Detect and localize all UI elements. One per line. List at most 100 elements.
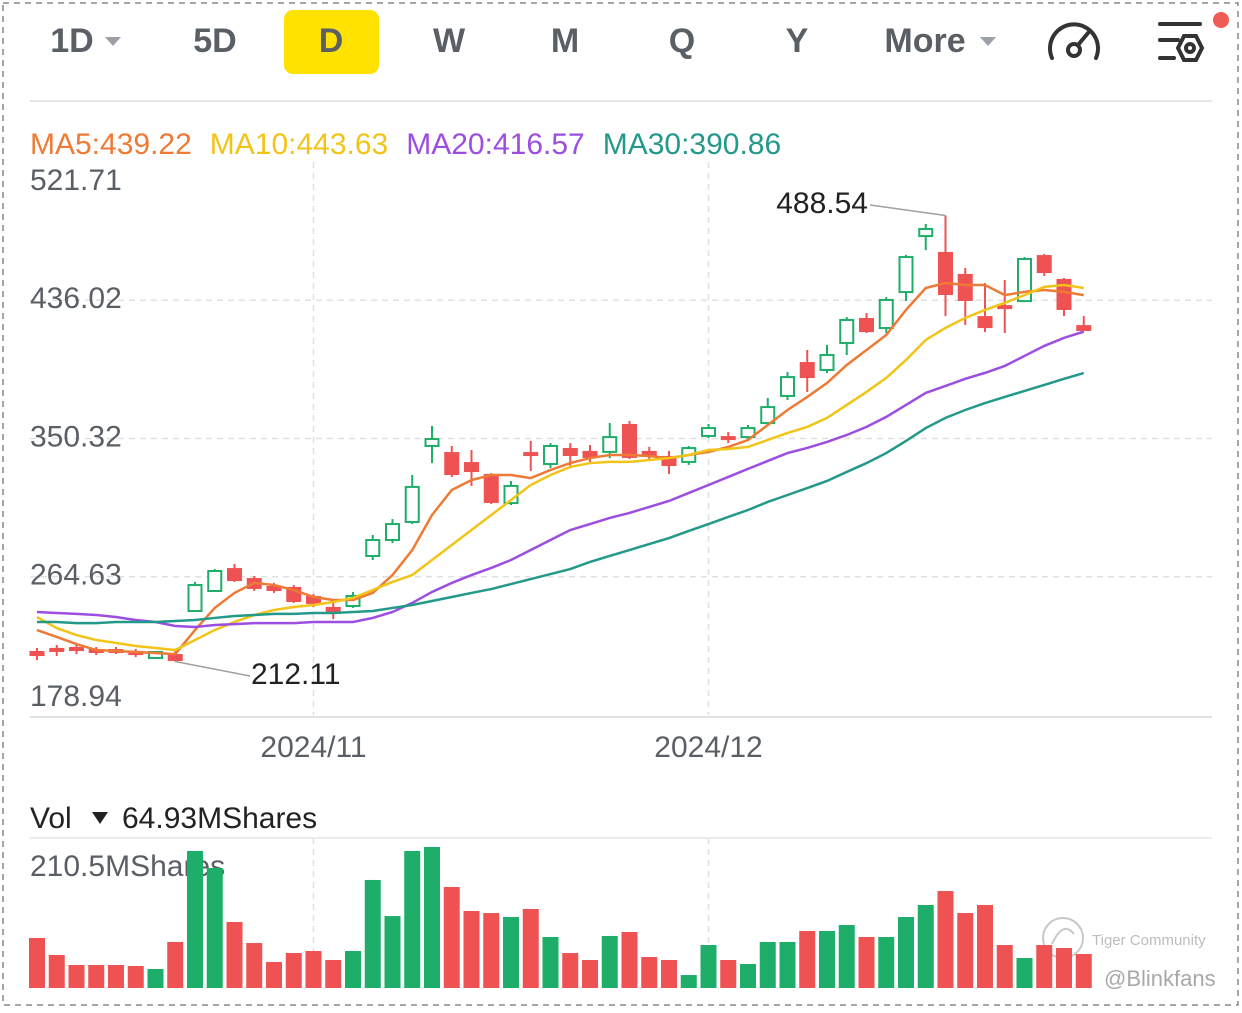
volume-bar [424,846,440,988]
volume-bar [937,891,954,988]
tab[interactable]: 5D [193,22,236,60]
volume-bar [858,936,875,988]
high-annotation: 488.54 [776,187,868,220]
candle-body [464,462,479,472]
volume-bar [167,941,184,988]
logo-mark [1051,927,1075,945]
tab-highlight [284,10,379,74]
vol-current: 64.93MShares [122,802,317,835]
indicator-icon[interactable] [1048,22,1100,60]
y-tick-label: 521.71 [30,164,122,197]
volume-bar [88,964,105,988]
volume-bar [108,964,124,988]
watermark-brand: Tiger Community [1092,932,1206,949]
ma-line [36,281,1084,656]
volume-bar [700,945,717,988]
volume-bar [977,904,993,988]
volume-bar [285,953,302,988]
tab[interactable]: Y [786,22,809,60]
volume-bar [720,959,737,988]
candle-body [29,650,45,657]
volume-bar [246,943,263,988]
volume-bar [443,887,460,988]
settings-icon[interactable] [1158,22,1205,62]
volume-bar [1016,958,1033,988]
candle-body [622,423,637,458]
candle-body [701,427,716,437]
candle-body [898,256,914,294]
volume-bar [759,941,776,988]
candle-body [266,585,282,592]
settings-gear [1175,34,1205,62]
low-leader [175,660,251,677]
volume-bar [819,930,835,988]
tab[interactable]: D [319,22,344,60]
volume-bar [503,917,519,988]
notification-dot [1213,12,1229,28]
volume-bar [147,968,164,988]
volume-bar [364,879,381,988]
vol-title: Vol [30,802,72,835]
volume-bar [562,953,579,988]
low-annotation: 212.11 [251,658,341,691]
volume-bar [601,935,618,988]
volume-bar [305,951,322,988]
candle-body [780,376,795,397]
candle-body [483,474,499,503]
volume-bar [661,959,677,988]
tab[interactable]: W [433,22,466,60]
volume-bar [68,964,85,988]
dropdown-arrow [105,37,121,46]
volume-bar [29,937,45,988]
candle-body [424,438,440,447]
candle-body [523,452,539,457]
candle-body [385,523,400,542]
watermark-user: @Blinkfans [1104,966,1216,991]
candle-body [878,298,894,330]
tab[interactable]: Q [669,22,695,60]
y-tick-label: 350.32 [30,420,122,453]
volume-bar [522,908,539,988]
volume-bar [1036,945,1053,988]
volume-bar [799,930,816,988]
dropdown-arrow [980,37,996,46]
candle-body [1036,255,1052,274]
volume-bar [1056,948,1072,988]
candle-body [167,654,183,662]
ma-line [36,330,1085,629]
legend-entry: MA20:416.57 [406,128,584,161]
candle-body [365,539,381,557]
tab[interactable]: M [551,22,579,60]
volume-bar [641,957,658,988]
volume-bar [127,965,144,988]
candle-body [325,606,341,613]
volume-bar [187,850,203,988]
y-tick-label: 178.94 [30,680,122,713]
tab[interactable]: More [884,22,965,60]
tab[interactable]: 1D [50,22,93,60]
candle-body [859,317,874,333]
candle-body [562,448,578,456]
volume-bar [206,868,223,988]
volume-bar [838,925,855,988]
candle-body [760,406,776,425]
candle-body [187,584,203,613]
candle-body [444,452,460,476]
candle-body [799,362,815,379]
volume-bar [996,945,1013,988]
candle-body [720,436,736,441]
candle-body [543,444,558,466]
legend-entry: MA5:439.22 [30,128,192,161]
volume-bar [542,936,559,988]
candle-body [819,353,835,371]
volume-bar [917,904,934,988]
candle-body [839,318,855,345]
candle-body [227,568,242,582]
vol-dropdown-arrow[interactable] [92,812,108,824]
legend-entry: MA30:390.86 [603,128,781,161]
candle-body [918,227,934,238]
volume-bar [483,913,500,988]
